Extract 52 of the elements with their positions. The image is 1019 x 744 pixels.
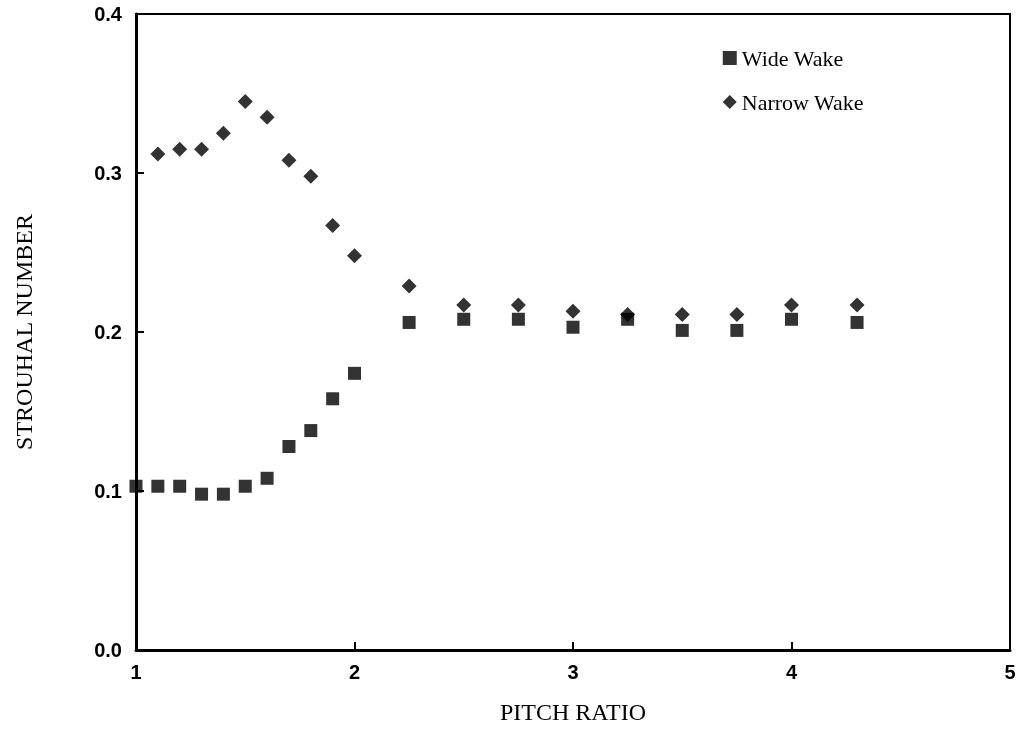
x-tick-label: 3 [567, 661, 579, 683]
y-axis-title: STROUHAL NUMBER [11, 214, 37, 450]
legend-label: Narrow Wake [741, 89, 864, 115]
y-tick-label: 0.1 [94, 480, 122, 502]
point [304, 424, 318, 438]
point [401, 278, 417, 294]
point [565, 303, 581, 319]
point [620, 307, 636, 323]
point [150, 146, 166, 162]
y-tick-label: 0.3 [94, 162, 122, 184]
point [457, 312, 471, 326]
point [456, 297, 472, 313]
point [510, 297, 526, 313]
point [674, 307, 690, 323]
x-tick-label: 2 [348, 661, 361, 683]
point [215, 125, 231, 141]
y-tick-label: 0.0 [94, 639, 122, 661]
point [785, 312, 798, 326]
point [172, 141, 188, 157]
point [784, 297, 799, 313]
point [194, 141, 210, 157]
point [260, 471, 274, 485]
point [282, 439, 296, 453]
point [325, 217, 341, 233]
point [129, 479, 143, 493]
point [216, 487, 230, 501]
point [303, 168, 319, 184]
point [730, 323, 744, 337]
point [326, 392, 340, 406]
point [347, 248, 362, 264]
point [237, 93, 253, 109]
point [195, 487, 209, 501]
point [281, 152, 297, 168]
y-tick-label: 0.2 [94, 321, 122, 343]
point [511, 312, 525, 326]
point [849, 297, 865, 313]
point [151, 479, 165, 493]
x-tick-label: 4 [785, 661, 798, 683]
point [402, 315, 416, 329]
point [566, 320, 580, 334]
point [259, 109, 275, 125]
point [348, 366, 361, 380]
point [729, 307, 745, 323]
point [238, 479, 252, 493]
x-tick-label: 1 [130, 661, 142, 683]
y-tick-label: 0.4 [94, 3, 123, 25]
legend-label: Wide Wake [741, 45, 844, 71]
point [675, 323, 689, 337]
point [173, 479, 187, 493]
x-tick-label: 5 [1004, 661, 1016, 683]
x-axis-title: PITCH RATIO [499, 699, 647, 725]
point [850, 315, 864, 329]
